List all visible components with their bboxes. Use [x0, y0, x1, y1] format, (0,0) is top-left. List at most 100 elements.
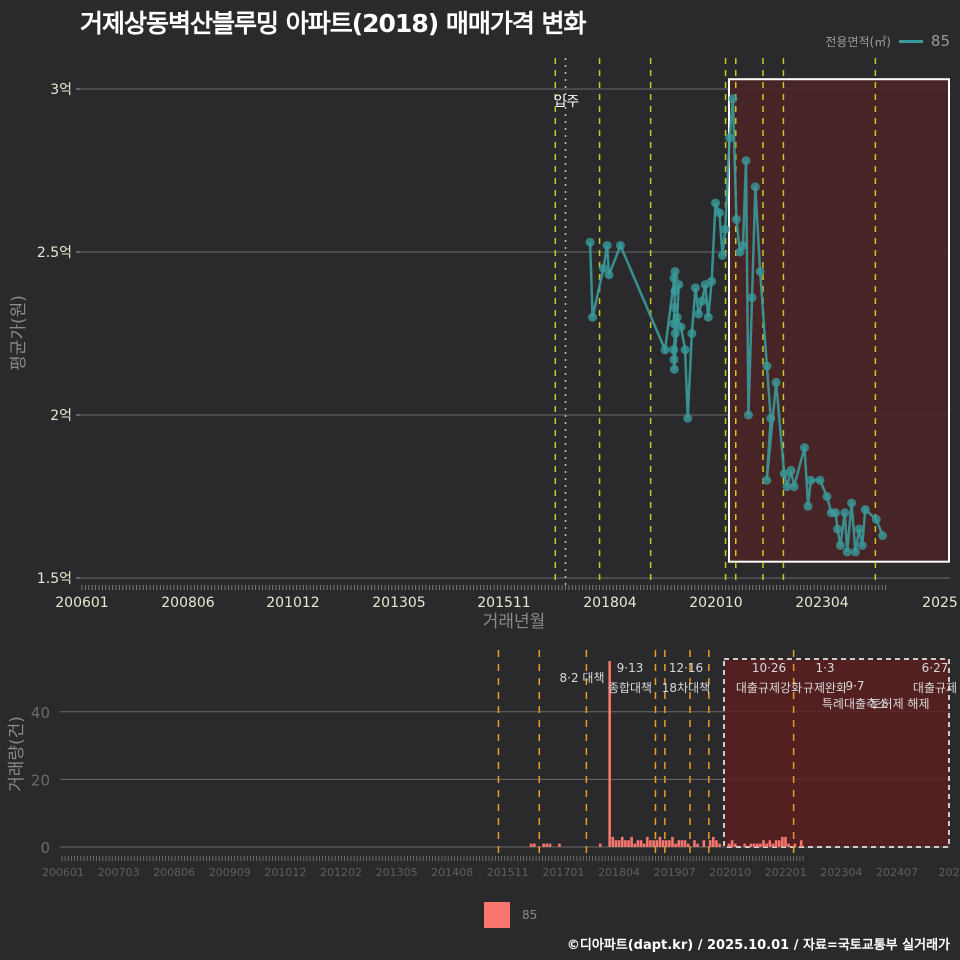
y-tick-label: 3억: [50, 82, 72, 98]
volume-bar: [715, 840, 718, 847]
volume-bar: [734, 844, 737, 847]
volume-bar: [703, 840, 706, 847]
x-tick-label: 201012: [266, 595, 319, 611]
volume-bar: [630, 837, 633, 847]
policy-date: 1·3: [815, 661, 834, 675]
price-point: [605, 270, 614, 279]
x-tick-label: 202407: [876, 866, 918, 879]
x-tick-label: 200806: [161, 595, 215, 611]
policy-date: 6·27: [922, 661, 949, 675]
price-point: [878, 531, 887, 540]
price-point: [840, 508, 849, 517]
volume-bar: [674, 844, 677, 847]
price-point: [728, 94, 737, 103]
x-tick-label: 202304: [795, 595, 849, 611]
y-axis-title: 거래량(건): [7, 716, 27, 792]
volume-bar: [615, 840, 618, 847]
policy-label: 토허제 해제: [870, 697, 929, 711]
price-point: [691, 283, 700, 292]
volume-bar: [546, 844, 549, 847]
price-point: [711, 199, 720, 208]
price-point: [588, 313, 597, 322]
price-point: [851, 547, 860, 556]
volume-bar: [542, 844, 545, 847]
volume-bar: [655, 840, 658, 847]
volume-bar: [769, 840, 772, 847]
volume-bar: [784, 837, 787, 847]
price-point: [766, 414, 775, 423]
price-point: [603, 241, 612, 250]
volume-bar: [643, 844, 646, 847]
price-point: [704, 313, 713, 322]
price-point: [669, 355, 678, 364]
y-tick-label: 0: [40, 839, 50, 857]
policy-label: 8·2 대책: [560, 670, 605, 685]
price-point: [721, 225, 730, 234]
x-tick-label: 201012: [264, 866, 306, 879]
volume-bar: [750, 844, 753, 847]
price-point: [816, 476, 825, 485]
x-tick-label: 202201: [765, 866, 807, 879]
volume-bar: [621, 837, 624, 847]
price-point: [790, 482, 799, 491]
volume-bar: [743, 844, 746, 847]
volume-bar: [753, 844, 756, 847]
volume-chart: 020408·2 대책9·13종합대책12·1618차대책10·26대출규제강화…: [7, 650, 960, 879]
price-point: [742, 156, 751, 165]
price-point: [843, 547, 852, 556]
price-point: [831, 508, 840, 517]
price-point: [661, 345, 670, 354]
price-point: [855, 525, 864, 534]
y-axis-title: 평균가(원): [9, 295, 29, 371]
volume-bar: [712, 837, 715, 847]
price-point: [683, 414, 692, 423]
price-point: [673, 313, 682, 322]
price-point: [732, 215, 741, 224]
x-tick-label: 200703: [98, 866, 140, 879]
volume-bar: [640, 840, 643, 847]
price-point: [694, 309, 703, 318]
policy-date: 12·16: [669, 661, 703, 675]
x-tick-label: 200601: [55, 595, 108, 611]
volume-bar: [775, 840, 778, 847]
price-point: [715, 208, 724, 217]
y-tick-label: 20: [31, 771, 50, 789]
y-tick-label: 2.5억: [37, 245, 72, 261]
price-point: [762, 476, 771, 485]
price-point: [872, 515, 881, 524]
highlight-box: [729, 79, 949, 561]
volume-bar: [646, 837, 649, 847]
policy-label: 18차대책: [662, 680, 710, 695]
policy-label: 대출규제강화: [736, 681, 802, 695]
price-point: [836, 541, 845, 550]
price-point: [762, 362, 771, 371]
x-tick-label: 200601: [42, 866, 84, 879]
volume-bar: [693, 840, 696, 847]
price-point: [687, 329, 696, 338]
volume-bar: [627, 840, 630, 847]
price-point: [748, 293, 757, 302]
policy-date: 9·13: [617, 661, 644, 675]
x-tick-label: 201701: [542, 866, 584, 879]
x-tick-label: 201804: [583, 595, 637, 611]
x-tick-label: 2025: [922, 595, 958, 611]
volume-bar: [718, 844, 721, 847]
price-point: [772, 378, 781, 387]
volume-bar: [659, 837, 662, 847]
price-point: [681, 345, 690, 354]
policy-date: 10·26: [752, 661, 786, 675]
volume-bar: [533, 844, 536, 847]
price-point: [707, 277, 716, 286]
price-point: [674, 280, 683, 289]
policy-label: 규제완화: [803, 681, 847, 695]
policy-label: 종합대책: [608, 680, 652, 695]
price-point: [698, 296, 707, 305]
volume-bar: [772, 844, 775, 847]
chart-canvas: 1.5억2억2.5억3억입주20060120080620101220130520…: [0, 0, 960, 960]
volume-bar: [624, 840, 627, 847]
price-point: [822, 492, 831, 501]
x-tick-label: 201907: [654, 866, 696, 879]
x-tick-label: 201305: [372, 595, 425, 611]
x-tick-label: 202010: [709, 866, 751, 879]
volume-bar: [756, 844, 759, 847]
